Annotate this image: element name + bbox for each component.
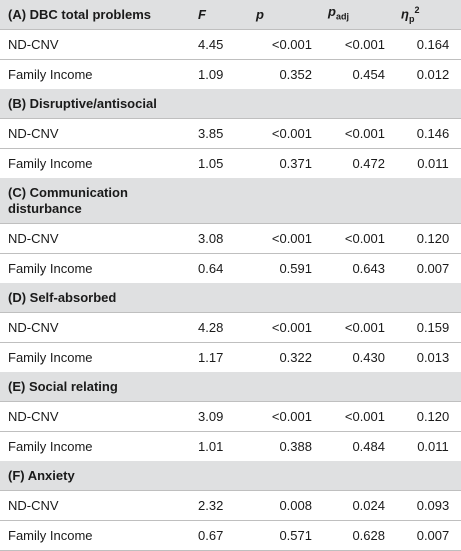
row-label: ND-CNV (0, 118, 190, 149)
cell-p: 0.371 (248, 148, 320, 178)
cell-f: 3.09 (190, 401, 248, 432)
section-title: (A) DBC total problems (0, 0, 190, 30)
section-header: (A) DBC total problems F p padj ηp2 (0, 0, 461, 30)
row-label: ND-CNV (0, 223, 190, 254)
cell-eta: 0.120 (393, 401, 461, 432)
cell-f: 3.85 (190, 118, 248, 149)
row-label: ND-CNV (0, 401, 190, 432)
cell-eta: 0.159 (393, 312, 461, 343)
table-row: Family Income 0.67 0.571 0.628 0.007 (0, 520, 461, 551)
section-header: (C) Communication disturbance (0, 178, 461, 224)
table-row: Family Income 0.64 0.591 0.643 0.007 (0, 253, 461, 283)
cell-padj: 0.628 (320, 520, 393, 551)
section-header: (D) Self-absorbed (0, 283, 461, 313)
cell-p: 0.322 (248, 342, 320, 372)
row-label: Family Income (0, 342, 190, 372)
cell-p: 0.008 (248, 490, 320, 521)
cell-padj: 0.430 (320, 342, 393, 372)
cell-padj: 0.472 (320, 148, 393, 178)
table-row: Family Income 1.09 0.352 0.454 0.012 (0, 59, 461, 89)
table-row: ND-CNV 3.09 <0.001 <0.001 0.120 (0, 401, 461, 432)
cell-p: 0.388 (248, 431, 320, 461)
col-header-f: F (190, 0, 248, 30)
cell-f: 0.67 (190, 520, 248, 551)
cell-eta: 0.164 (393, 29, 461, 60)
cell-f: 2.32 (190, 490, 248, 521)
section-title: (B) Disruptive/antisocial (0, 89, 461, 119)
cell-f: 4.45 (190, 29, 248, 60)
cell-p: 0.352 (248, 59, 320, 89)
cell-eta: 0.011 (393, 148, 461, 178)
section-title: (D) Self-absorbed (0, 283, 461, 313)
table-row: ND-CNV 3.08 <0.001 <0.001 0.120 (0, 223, 461, 254)
cell-eta: 0.120 (393, 223, 461, 254)
cell-f: 0.64 (190, 253, 248, 283)
cell-f: 3.08 (190, 223, 248, 254)
row-label: Family Income (0, 59, 190, 89)
cell-p: 0.571 (248, 520, 320, 551)
row-label: ND-CNV (0, 312, 190, 343)
cell-padj: <0.001 (320, 312, 393, 343)
table-row: ND-CNV 2.32 0.008 0.024 0.093 (0, 490, 461, 521)
col-header-padj: padj (320, 0, 393, 30)
row-label: Family Income (0, 520, 190, 551)
table-row: ND-CNV 4.28 <0.001 <0.001 0.159 (0, 312, 461, 343)
table-row: ND-CNV 4.45 <0.001 <0.001 0.164 (0, 29, 461, 60)
cell-padj: <0.001 (320, 29, 393, 60)
row-label: Family Income (0, 253, 190, 283)
cell-padj: <0.001 (320, 401, 393, 432)
section-header: (E) Social relating (0, 372, 461, 402)
section-header: (B) Disruptive/antisocial (0, 89, 461, 119)
cell-padj: 0.643 (320, 253, 393, 283)
cell-padj: 0.024 (320, 490, 393, 521)
cell-eta: 0.011 (393, 431, 461, 461)
table-row: ND-CNV 3.85 <0.001 <0.001 0.146 (0, 118, 461, 149)
row-label: Family Income (0, 431, 190, 461)
row-label: ND-CNV (0, 490, 190, 521)
col-header-eta: ηp2 (393, 0, 461, 30)
cell-padj: 0.454 (320, 59, 393, 89)
table-row: Family Income 1.17 0.322 0.430 0.013 (0, 342, 461, 372)
section-title: (F) Anxiety (0, 461, 461, 491)
cell-p: 0.591 (248, 253, 320, 283)
table-row: Family Income 1.01 0.388 0.484 0.011 (0, 431, 461, 461)
cell-p: <0.001 (248, 401, 320, 432)
cell-padj: <0.001 (320, 223, 393, 254)
row-label: ND-CNV (0, 29, 190, 60)
section-header: (F) Anxiety (0, 461, 461, 491)
cell-f: 4.28 (190, 312, 248, 343)
cell-eta: 0.146 (393, 118, 461, 149)
cell-f: 1.09 (190, 59, 248, 89)
col-header-p: p (248, 0, 320, 30)
cell-eta: 0.012 (393, 59, 461, 89)
cell-eta: 0.007 (393, 520, 461, 551)
cell-f: 1.01 (190, 431, 248, 461)
cell-padj: <0.001 (320, 118, 393, 149)
table-row: Family Income 1.05 0.371 0.472 0.011 (0, 148, 461, 178)
cell-p: <0.001 (248, 312, 320, 343)
cell-eta: 0.007 (393, 253, 461, 283)
cell-padj: 0.484 (320, 431, 393, 461)
cell-p: <0.001 (248, 223, 320, 254)
cell-f: 1.05 (190, 148, 248, 178)
cell-p: <0.001 (248, 29, 320, 60)
cell-eta: 0.093 (393, 490, 461, 521)
row-label: Family Income (0, 148, 190, 178)
section-title: (E) Social relating (0, 372, 461, 402)
cell-eta: 0.013 (393, 342, 461, 372)
cell-f: 1.17 (190, 342, 248, 372)
cell-p: <0.001 (248, 118, 320, 149)
section-title: (C) Communication disturbance (0, 178, 190, 224)
